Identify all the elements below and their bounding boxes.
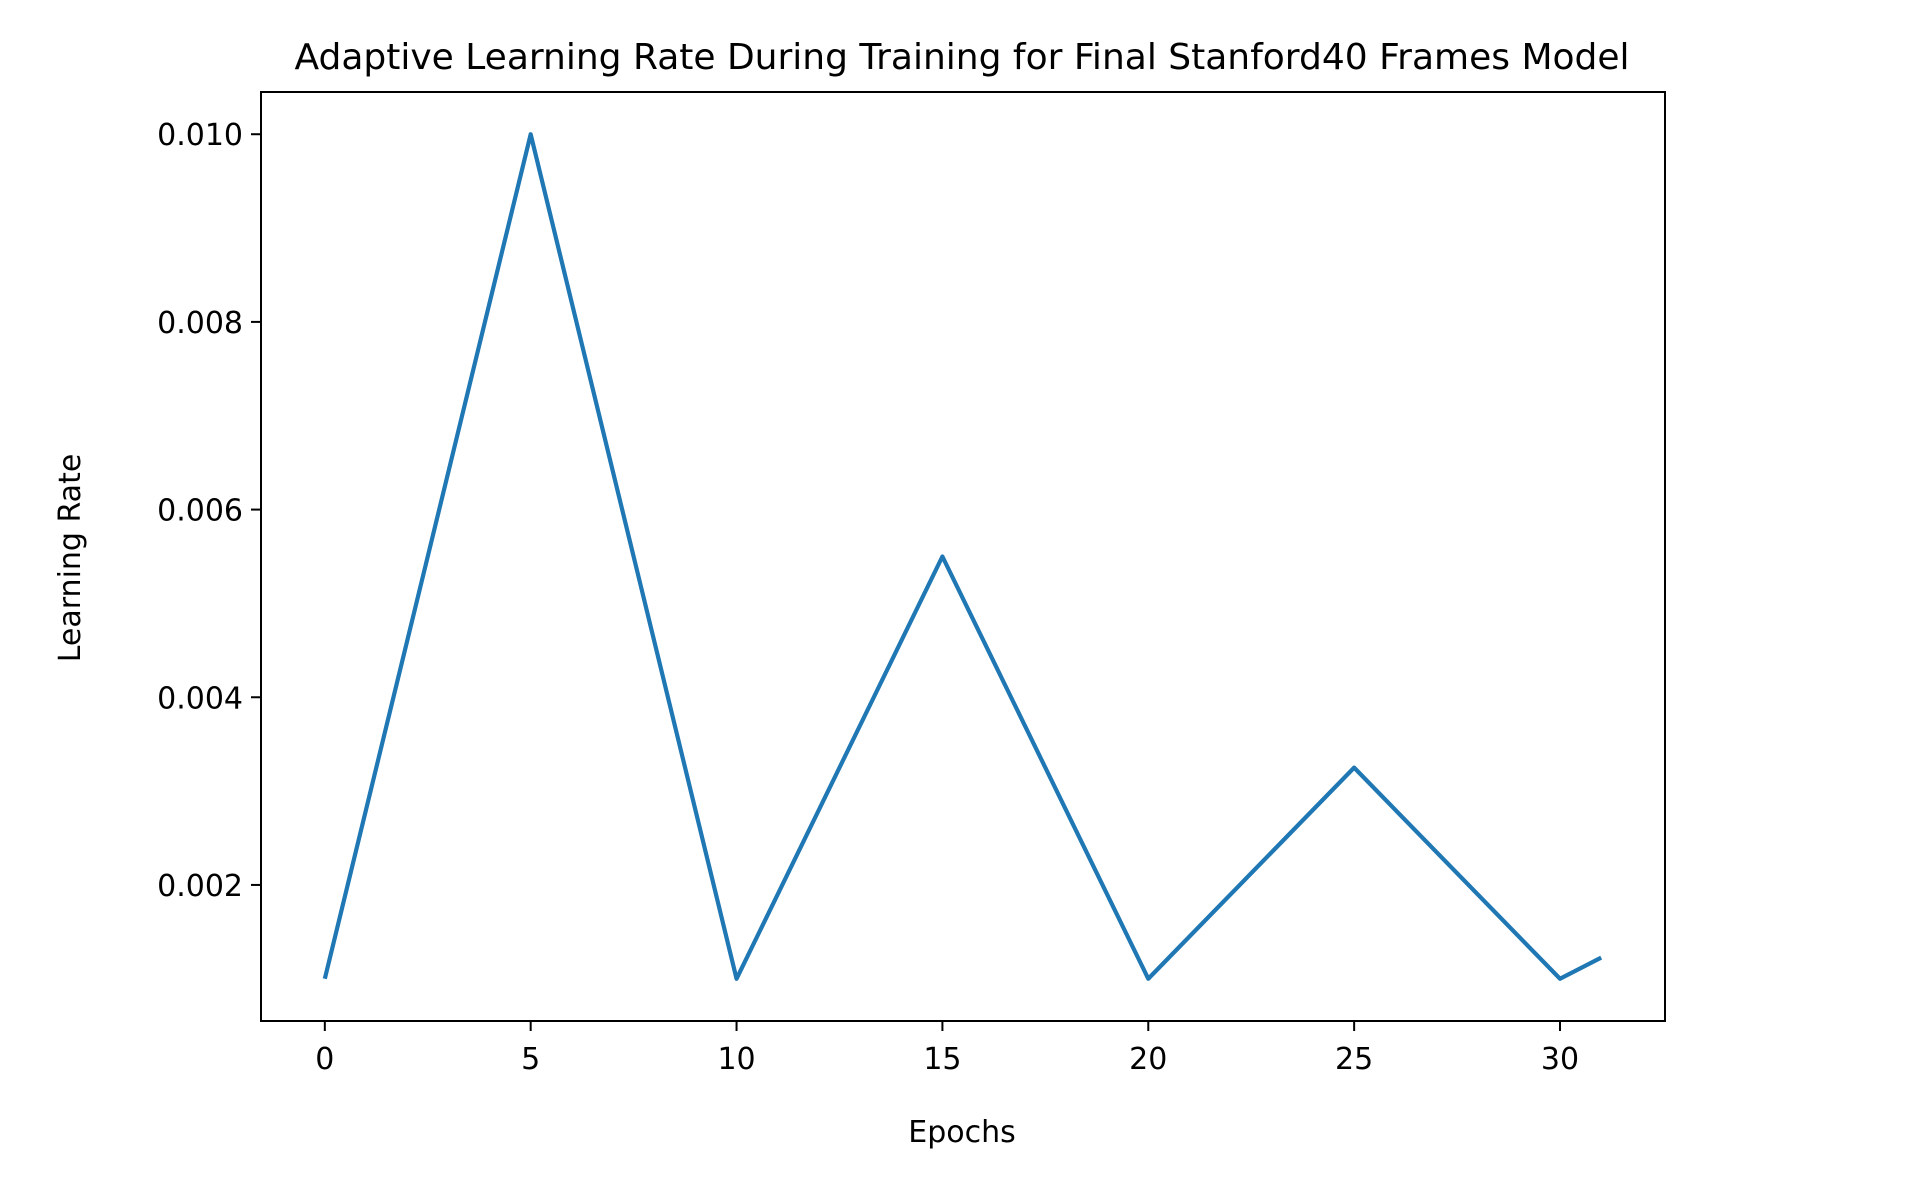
x-tick-label: 30 [1541,1042,1579,1077]
x-axis-title: Epochs [908,1115,1016,1150]
x-tick-label: 20 [1129,1042,1167,1077]
x-tick-label: 25 [1335,1042,1373,1077]
y-tick-label: 0.002 [157,869,243,904]
y-tick-label: 0.004 [157,681,243,716]
y-axis-title: Learning Rate [53,454,88,663]
x-tick-label: 5 [521,1042,540,1077]
x-tick-label: 0 [315,1042,334,1077]
y-tick-label: 0.008 [157,306,243,341]
chart-title: Adaptive Learning Rate During Training f… [294,37,1629,78]
x-tick-label: 15 [923,1042,961,1077]
plot-frame [260,91,1666,1022]
y-tick-label: 0.010 [157,118,243,153]
series-line-0 [322,132,1603,981]
x-tick-label: 10 [717,1042,755,1077]
y-tick-label: 0.006 [157,494,243,529]
plot-area: 0 5 10 15 20 25 30 0.002 0.004 0.006 0.008 0.010 [157,91,1666,1077]
